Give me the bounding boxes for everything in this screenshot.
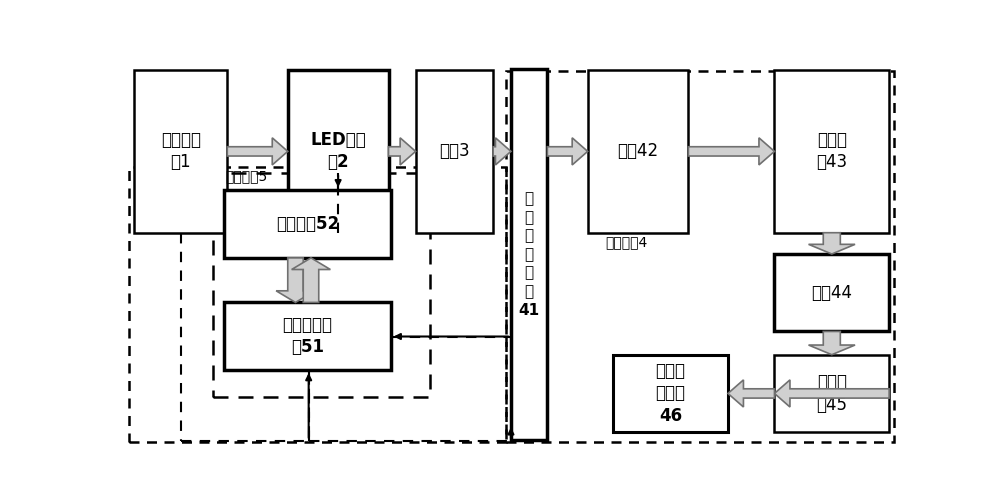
Bar: [224, 302, 391, 370]
Text: 去噪42: 去噪42: [617, 142, 659, 160]
Bar: [774, 70, 889, 233]
Polygon shape: [547, 138, 588, 165]
Bar: [416, 70, 493, 233]
Polygon shape: [809, 233, 855, 254]
Polygon shape: [774, 380, 889, 407]
Text: 校正数据传
输51: 校正数据传 输51: [283, 316, 333, 357]
Text: 混色44: 混色44: [811, 284, 852, 302]
Text: 高斯拟
合45: 高斯拟 合45: [816, 373, 847, 413]
Bar: [134, 70, 227, 233]
Bar: [774, 254, 889, 331]
Text: 校正单元5: 校正单元5: [226, 170, 268, 184]
Polygon shape: [276, 258, 315, 302]
Bar: [224, 190, 391, 258]
Bar: [511, 69, 547, 440]
Text: 评
估
数
据
传
输
41: 评 估 数 据 传 输 41: [519, 191, 540, 318]
Polygon shape: [388, 138, 416, 165]
Bar: [613, 355, 728, 432]
Text: 播放控制
器1: 播放控制 器1: [161, 131, 201, 172]
Bar: [588, 70, 688, 233]
Bar: [288, 70, 388, 233]
Text: 校正模块52: 校正模块52: [276, 215, 339, 233]
Text: 评估单元4: 评估单元4: [606, 235, 648, 249]
Polygon shape: [688, 138, 774, 165]
Polygon shape: [292, 258, 330, 302]
Polygon shape: [809, 331, 855, 355]
Bar: [129, 167, 506, 442]
Text: 灯点分
割43: 灯点分 割43: [816, 131, 847, 172]
Bar: [213, 173, 430, 397]
Text: 校正矩
阵生成
46: 校正矩 阵生成 46: [656, 362, 686, 425]
Text: 相机3: 相机3: [439, 142, 470, 160]
Bar: [506, 71, 894, 442]
Text: LED显示
屏2: LED显示 屏2: [310, 131, 366, 172]
Polygon shape: [227, 138, 288, 165]
Polygon shape: [493, 138, 511, 165]
Bar: [774, 355, 889, 432]
Polygon shape: [728, 380, 774, 407]
